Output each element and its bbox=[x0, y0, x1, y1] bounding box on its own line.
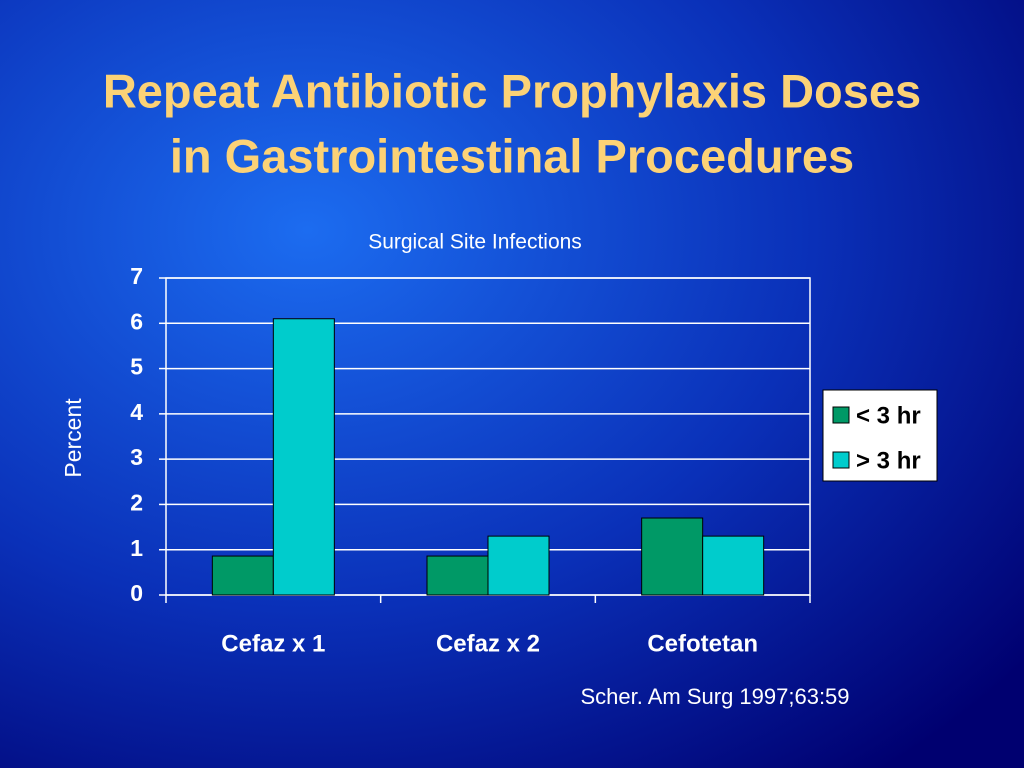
y-tick-label: 6 bbox=[130, 308, 143, 334]
x-tick-label: Cefotetan bbox=[647, 630, 758, 657]
chart-title: Repeat Antibiotic Prophylaxis Doses bbox=[103, 64, 921, 117]
annotation: Scher. Am Surg 1997;63:59 bbox=[580, 684, 849, 709]
y-tick-label: 1 bbox=[130, 535, 143, 561]
bar bbox=[702, 535, 765, 596]
bar bbox=[426, 555, 489, 596]
legend-label: < 3 hr bbox=[856, 402, 921, 429]
y-tick-label: 3 bbox=[130, 444, 143, 470]
y-tick-label: 0 bbox=[130, 580, 143, 606]
y-tick-label: 4 bbox=[130, 399, 143, 425]
legend-label: > 3 hr bbox=[856, 447, 921, 474]
bar bbox=[487, 535, 550, 596]
y-tick-label: 2 bbox=[130, 490, 143, 516]
bar bbox=[641, 517, 704, 596]
bar bbox=[272, 318, 335, 596]
bar bbox=[211, 555, 274, 596]
legend-swatch bbox=[832, 451, 850, 469]
x-tick-label: Cefaz x 1 bbox=[221, 630, 325, 657]
y-axis-label: Percent bbox=[60, 398, 86, 478]
x-tick-label: Cefaz x 2 bbox=[436, 630, 540, 657]
chart-subtitle: Surgical Site Infections bbox=[368, 231, 582, 254]
y-tick-label: 5 bbox=[130, 354, 143, 380]
y-tick-label: 7 bbox=[130, 263, 143, 289]
legend-swatch bbox=[832, 406, 850, 424]
chart-title: in Gastrointestinal Procedures bbox=[170, 129, 854, 182]
